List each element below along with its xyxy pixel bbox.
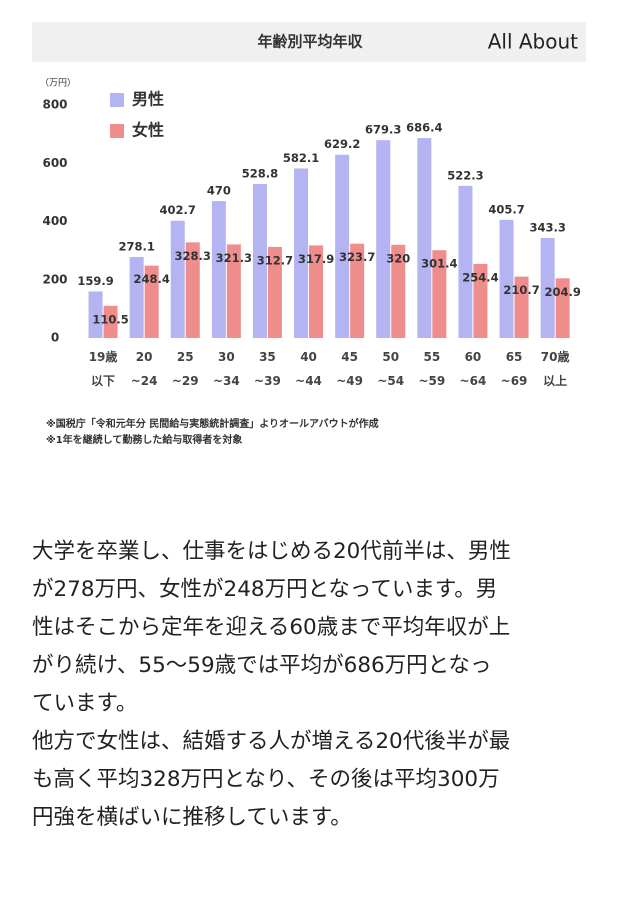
bar — [432, 250, 447, 338]
bar — [350, 243, 365, 338]
data-label: 522.3 — [447, 168, 483, 182]
article-line: がり続け、55〜59歳では平均が686万円となっ — [32, 653, 492, 678]
bar — [267, 246, 282, 338]
data-label: 328.3 — [175, 249, 211, 263]
chart: 年齢別平均年収 All About （万円） ※国税庁「令和元年分 民間給与実態… — [32, 22, 586, 446]
x-tick-label: 55 ~59 — [418, 350, 446, 388]
bar — [499, 219, 514, 338]
x-tick-label: 65 ~69 — [500, 350, 528, 388]
data-label: 321.3 — [216, 251, 252, 265]
bar — [376, 140, 391, 338]
note: ※1年を継続して勤務した給与取得者を対象 — [46, 433, 242, 446]
data-label: 470 — [207, 184, 231, 198]
legend-label: 女性 — [132, 121, 164, 140]
legend-swatch — [110, 93, 124, 107]
bar — [252, 183, 267, 338]
x-tick-label: 50 ~54 — [377, 350, 405, 388]
x-tick-label: 25 ~29 — [171, 350, 199, 388]
article-line: ています。 — [32, 691, 138, 716]
bar — [129, 257, 144, 338]
data-label: 402.7 — [160, 203, 196, 217]
x-tick-label: 70歳 以上 — [540, 350, 570, 388]
bar — [294, 168, 309, 338]
data-label: 278.1 — [118, 240, 154, 254]
bar — [309, 245, 324, 338]
y-tick-label: 0 — [51, 331, 59, 345]
bar — [103, 305, 118, 338]
note: ※国税庁「令和元年分 民間給与実態統計調査」よりオールアバウトが作成 — [46, 417, 379, 430]
article-line: 大学を卒業し、仕事をはじめる20代前半は、男性 — [32, 539, 511, 564]
data-label: 159.9 — [77, 274, 113, 288]
data-label: 343.3 — [529, 221, 565, 235]
chart-title: 年齢別平均年収 — [257, 33, 363, 51]
y-tick-label: 200 — [42, 272, 67, 286]
bar — [144, 265, 159, 338]
data-label: 301.4 — [421, 257, 457, 271]
data-label: 312.7 — [257, 253, 293, 267]
data-label: 405.7 — [488, 202, 524, 216]
bar — [514, 276, 529, 338]
x-tick-label: 45 ~49 — [336, 350, 364, 388]
bar — [458, 185, 473, 338]
x-tick-label: 20 ~24 — [130, 350, 158, 388]
y-tick-label: 400 — [42, 214, 67, 228]
data-label: 248.4 — [133, 272, 169, 286]
bar — [226, 244, 241, 338]
x-tick-label: 35 ~39 — [254, 350, 281, 388]
x-tick-label: 40 ~44 — [295, 350, 322, 388]
data-label: 686.4 — [406, 121, 442, 135]
bar — [335, 154, 350, 338]
bar — [170, 220, 185, 338]
article: 大学を卒業し、仕事をはじめる20代前半は、男性 が278万円、女性が248万円とな… — [32, 533, 602, 837]
data-label: 528.8 — [242, 166, 278, 180]
x-tick-label: 60 ~64 — [459, 350, 487, 388]
data-label: 317.9 — [298, 252, 334, 266]
data-label: 110.5 — [92, 312, 128, 326]
header-band — [32, 22, 586, 62]
bar — [540, 238, 555, 338]
data-label: 323.7 — [339, 250, 375, 264]
article-line: も高く平均328万円となり、その後は平均300万 — [32, 767, 500, 792]
bar — [417, 138, 432, 338]
data-label: 204.9 — [544, 285, 580, 299]
article-line: 円強を横ばいに推移しています。 — [32, 805, 352, 830]
bar — [211, 201, 226, 338]
article-line: 他方で女性は、結婚する人が増える20代後半が最 — [32, 729, 511, 754]
data-label: 210.7 — [503, 283, 539, 297]
x-tick-label: 30 ~34 — [212, 350, 240, 388]
bar — [473, 263, 488, 338]
article-line: が278万円、女性が248万円となっています。男 — [32, 577, 498, 602]
bar — [391, 244, 406, 338]
x-tick-label: 19歳 以下 — [88, 350, 118, 388]
y-tick-label: 600 — [42, 156, 67, 170]
data-label: 629.2 — [324, 137, 360, 151]
bar — [88, 291, 103, 338]
data-label: 582.1 — [283, 151, 319, 165]
data-label: 679.3 — [365, 123, 401, 137]
bar — [555, 278, 570, 338]
y-tick-label: 800 — [42, 98, 67, 112]
legend-label: 男性 — [132, 90, 164, 109]
y-unit: （万円） — [40, 78, 76, 89]
data-label: 320 — [386, 251, 410, 265]
data-label: 254.4 — [462, 270, 498, 284]
article-line: 性はそこから定年を迎える60歳まで平均年収が上 — [32, 615, 511, 640]
bar — [185, 242, 200, 338]
legend-swatch — [110, 124, 124, 138]
logo: All About — [488, 30, 578, 54]
